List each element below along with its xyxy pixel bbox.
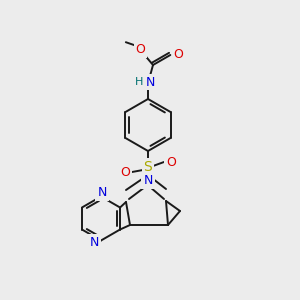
Text: N: N	[97, 186, 107, 199]
Text: O: O	[136, 43, 146, 56]
Text: N: N	[89, 236, 99, 249]
Text: O: O	[173, 47, 183, 61]
Text: N: N	[145, 76, 155, 88]
Text: H: H	[135, 77, 143, 87]
Text: N: N	[143, 175, 153, 188]
Text: O: O	[166, 155, 176, 169]
Text: O: O	[120, 167, 130, 179]
Text: S: S	[144, 160, 152, 174]
